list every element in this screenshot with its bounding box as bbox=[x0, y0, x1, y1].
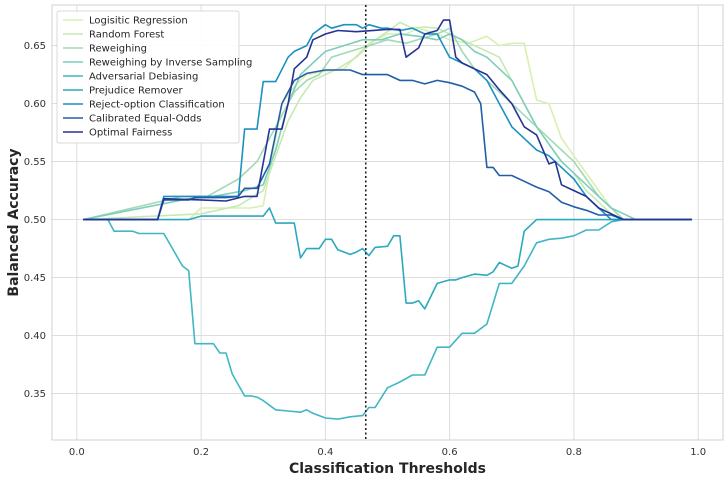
y-tick-label: 0.60 bbox=[24, 99, 46, 110]
y-tick-label: 0.55 bbox=[24, 157, 46, 168]
legend-label: Prejudice Remover bbox=[89, 86, 184, 97]
y-tick-labels: 0.35 0.40 0.45 0.50 0.55 0.60 0.65 bbox=[24, 41, 46, 400]
series-line-6 bbox=[83, 23, 692, 221]
y-tick-label: 0.40 bbox=[24, 331, 46, 342]
legend-label: Reject-option Classification bbox=[89, 100, 225, 111]
legend-label: Calibrated Equal-Odds bbox=[89, 114, 201, 125]
legend-label: Random Forest bbox=[89, 30, 164, 41]
legend-box bbox=[56, 10, 240, 144]
series-line-5 bbox=[83, 207, 692, 310]
plot-area-border bbox=[51, 4, 724, 441]
series-line-7 bbox=[83, 69, 692, 221]
legend-label: Adversarial Debiasing bbox=[89, 72, 198, 83]
legend-label: Reweighing by Inverse Sampling bbox=[89, 58, 252, 69]
y-tick-label: 0.35 bbox=[24, 389, 46, 400]
y-tick-label: 0.50 bbox=[24, 215, 46, 226]
series-line-4 bbox=[83, 218, 692, 420]
x-axis-label: Classification Thresholds bbox=[289, 461, 486, 477]
x-tick-label: 0.0 bbox=[69, 447, 85, 458]
legend-label: Optimal Fairness bbox=[89, 128, 172, 139]
legend-label: Logisitic Regression bbox=[89, 16, 188, 27]
series-line-8 bbox=[83, 19, 692, 221]
y-tick-label: 0.65 bbox=[24, 41, 46, 52]
x-tick-label: 0.2 bbox=[193, 447, 209, 458]
y-tick-label: 0.45 bbox=[24, 273, 46, 284]
x-tick-labels: 0.0 0.2 0.4 0.6 0.8 1.0 bbox=[69, 447, 706, 458]
legend-label: Reweighing bbox=[89, 44, 147, 55]
x-tick-label: 0.4 bbox=[317, 447, 333, 458]
x-tick-label: 0.6 bbox=[442, 447, 458, 458]
legend: Logisitic Regression Random Forest Reweigh… bbox=[56, 10, 252, 144]
series-layer bbox=[82, 19, 692, 420]
y-axis-label: Balanced Accuracy bbox=[6, 148, 22, 296]
series-line-3 bbox=[82, 33, 692, 221]
plot-frame bbox=[51, 4, 724, 441]
legend-items: Logisitic Regression Random Forest Reweigh… bbox=[63, 16, 252, 139]
x-tick-label: 0.8 bbox=[566, 447, 582, 458]
x-tick-label: 1.0 bbox=[690, 447, 706, 458]
